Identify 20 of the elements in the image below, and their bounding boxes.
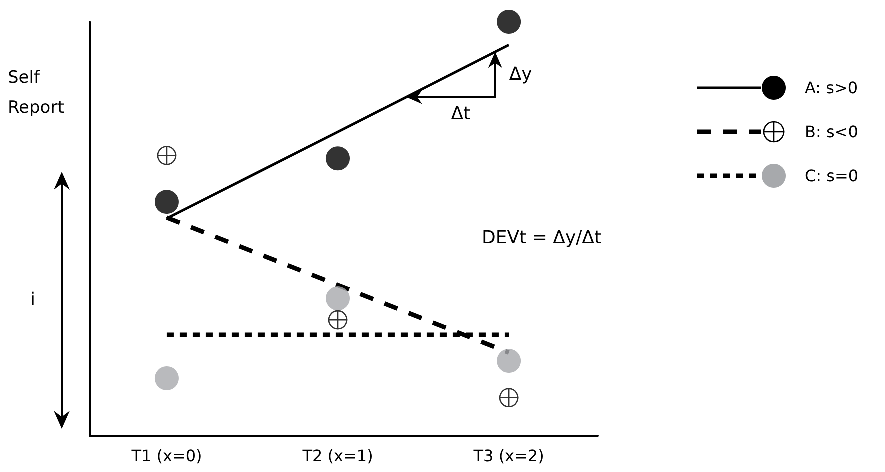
legend-label: A: s>0	[805, 78, 858, 98]
point	[157, 146, 177, 166]
annotation: Δy	[509, 64, 533, 86]
point	[326, 286, 350, 311]
point	[497, 349, 522, 374]
x-tick-label: T2 (x=1)	[302, 446, 374, 466]
point	[499, 388, 519, 408]
legend-label: B: s<0	[805, 122, 858, 142]
annotation: Δt	[451, 104, 471, 125]
point	[154, 366, 179, 390]
point	[497, 10, 522, 34]
text: i	[30, 290, 36, 310]
point	[326, 146, 350, 171]
y-axis-title: Self Report	[8, 68, 65, 118]
point	[154, 190, 179, 214]
annotation: DEVt = Δy/Δt	[482, 228, 602, 248]
x-tick-label: T1 (x=0)	[130, 446, 202, 466]
point	[328, 310, 348, 330]
legend-label: C: s=0	[805, 166, 859, 186]
x-tick-label: T3 (x=2)	[472, 446, 544, 466]
